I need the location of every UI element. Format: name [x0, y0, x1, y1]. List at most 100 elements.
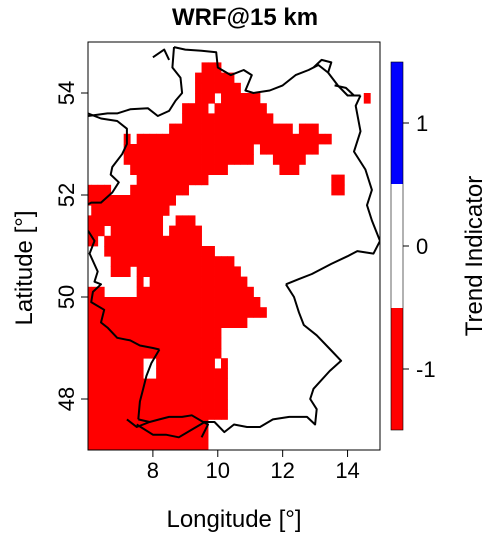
trend-cell: [221, 388, 228, 400]
trend-cell: [208, 399, 215, 410]
trend-cell: [201, 399, 209, 410]
trend-cell: [143, 419, 151, 430]
trend-cell: [208, 62, 215, 73]
trend-cell: [195, 103, 202, 114]
trend-cell: [221, 378, 228, 390]
trend-cell: [182, 317, 189, 328]
trend-cell: [227, 317, 235, 328]
trend-cell: [195, 429, 202, 441]
trend-cell: [182, 419, 189, 430]
trend-cell: [97, 358, 105, 369]
trend-cell: [188, 154, 196, 165]
trend-cell: [259, 307, 267, 318]
trend-cell: [259, 133, 267, 145]
trend-cell: [136, 429, 144, 441]
trend-cell: [117, 378, 125, 390]
trend-cell: [214, 399, 222, 410]
trend-cell: [253, 103, 261, 114]
trend-cell: [88, 399, 92, 410]
trend-cell: [221, 276, 228, 288]
trend-cell: [175, 154, 183, 165]
trend-cell: [104, 337, 112, 349]
trend-cell: [195, 235, 202, 247]
trend-cell: [130, 235, 138, 247]
trend-cell: [117, 399, 125, 410]
trend-cell: [136, 154, 144, 165]
trend-cell: [169, 439, 176, 450]
trend-cell: [221, 144, 228, 155]
trend-cell: [363, 93, 371, 104]
trend-cell: [149, 348, 157, 359]
trend-cell: [169, 225, 176, 237]
trend-cell: [110, 399, 118, 410]
trend-cell: [156, 409, 164, 420]
trend-cell: [162, 276, 170, 288]
border-line: [88, 230, 160, 351]
trend-cell: [123, 317, 131, 328]
trend-cell: [149, 307, 157, 318]
trend-cell: [110, 256, 118, 267]
trend-cell: [156, 358, 164, 369]
trend-cell: [227, 93, 235, 104]
trend-cell: [117, 358, 125, 369]
trend-cell: [117, 317, 125, 328]
trend-cell: [117, 297, 125, 308]
legend-band-negative: [391, 308, 403, 430]
trend-cell: [136, 215, 144, 226]
trend-cell: [97, 215, 105, 226]
trend-cell: [208, 358, 215, 369]
trend-cell: [130, 225, 138, 237]
trend-cell: [259, 103, 267, 114]
trend-cell: [279, 123, 287, 135]
trend-cell: [311, 123, 319, 135]
trend-cell: [214, 378, 222, 390]
trend-cell: [195, 144, 202, 155]
trend-cell: [117, 368, 125, 379]
trend-cell: [182, 174, 189, 186]
trend-cells: [88, 62, 371, 450]
trend-cell: [104, 358, 112, 369]
trend-cell: [123, 256, 131, 267]
trend-cell: [169, 317, 176, 328]
trend-cell: [123, 378, 131, 390]
trend-cell: [298, 144, 306, 155]
trend-cell: [91, 215, 99, 226]
trend-cell: [162, 388, 170, 400]
trend-cell: [136, 317, 144, 328]
trend-cell: [110, 419, 118, 430]
trend-cell: [182, 246, 189, 257]
trend-cell: [136, 225, 144, 237]
trend-cell: [110, 337, 118, 349]
trend-cell: [285, 144, 293, 155]
trend-cell: [208, 133, 215, 145]
trend-cell: [214, 144, 222, 155]
trend-cell: [169, 358, 176, 369]
trend-cell: [285, 133, 293, 145]
trend-cell: [97, 429, 105, 441]
trend-cell: [130, 215, 138, 226]
trend-cell: [136, 327, 144, 339]
trend-cell: [91, 429, 99, 441]
trend-cell: [195, 439, 202, 450]
trend-cell: [240, 307, 248, 318]
trend-cell: [88, 286, 92, 298]
trend-cell: [104, 327, 112, 339]
trend-cell: [130, 317, 138, 328]
trend-cell: [272, 123, 280, 135]
trend-cell: [104, 307, 112, 318]
trend-cell: [214, 164, 222, 175]
trend-cell: [149, 327, 157, 339]
trend-cell: [149, 317, 157, 328]
trend-cell: [259, 144, 267, 155]
trend-cell: [182, 123, 189, 135]
trend-cell: [201, 123, 209, 135]
trend-cell: [201, 82, 209, 94]
trend-cell: [182, 225, 189, 237]
trend-cell: [117, 409, 125, 420]
trend-cell: [175, 368, 183, 379]
trend-cell: [117, 246, 125, 257]
trend-cell: [91, 205, 99, 216]
trend-cell: [149, 286, 157, 298]
trend-cell: [149, 409, 157, 420]
